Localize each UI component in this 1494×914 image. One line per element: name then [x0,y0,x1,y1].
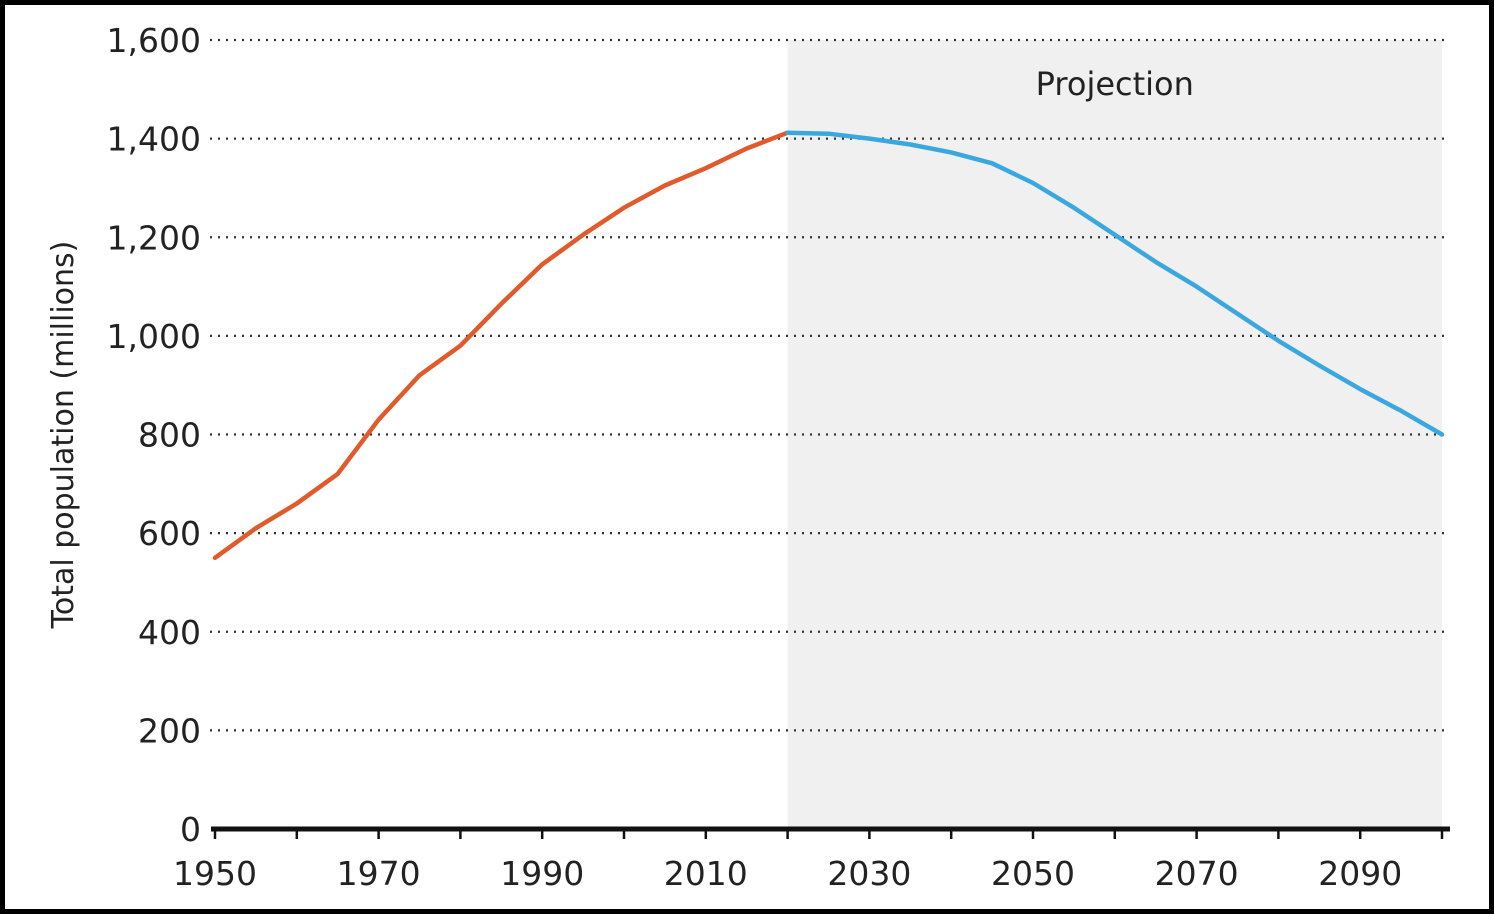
x-tick-label: 2050 [991,854,1075,893]
chart-frame: Projection 0 200 400 600 800 1,000 1,200 1,400 1… [5,5,1489,909]
x-tick-label: 2070 [1155,854,1239,893]
y-tick-label: 400 [138,613,201,652]
x-tick-label: 2030 [827,854,911,893]
y-axis-title: Total population (millions) [46,241,81,630]
x-axis: 1950 1970 1990 2010 2030 2050 2070 2090 [173,826,1450,893]
y-tick-label: 0 [180,810,201,849]
y-tick-label: 800 [138,416,201,455]
grid-lines [210,38,1450,732]
x-tick-label: 1950 [173,854,257,893]
x-tick-label: 2010 [664,854,748,893]
y-tick-label: 1,400 [107,120,201,159]
series-line-historical [212,130,790,561]
x-tick-label: 1990 [500,854,584,893]
x-tick-label: 1970 [337,854,421,893]
y-tick-label: 600 [138,514,201,553]
y-tick-label: 1,200 [107,218,201,257]
series-line-projection [785,130,1445,437]
x-tick-label: 2090 [1318,854,1402,893]
series-lines [212,130,1445,561]
population-line-chart: Projection 0 200 400 600 800 1,000 1,200 1,400 1… [46,21,1450,893]
y-axis-ticks: 0 200 400 600 800 1,000 1,200 1,400 1,600 [107,21,201,849]
y-tick-label: 1,600 [107,21,201,60]
y-tick-label: 1,000 [107,317,201,356]
y-tick-label: 200 [138,711,201,750]
projection-label: Projection [1036,65,1194,103]
